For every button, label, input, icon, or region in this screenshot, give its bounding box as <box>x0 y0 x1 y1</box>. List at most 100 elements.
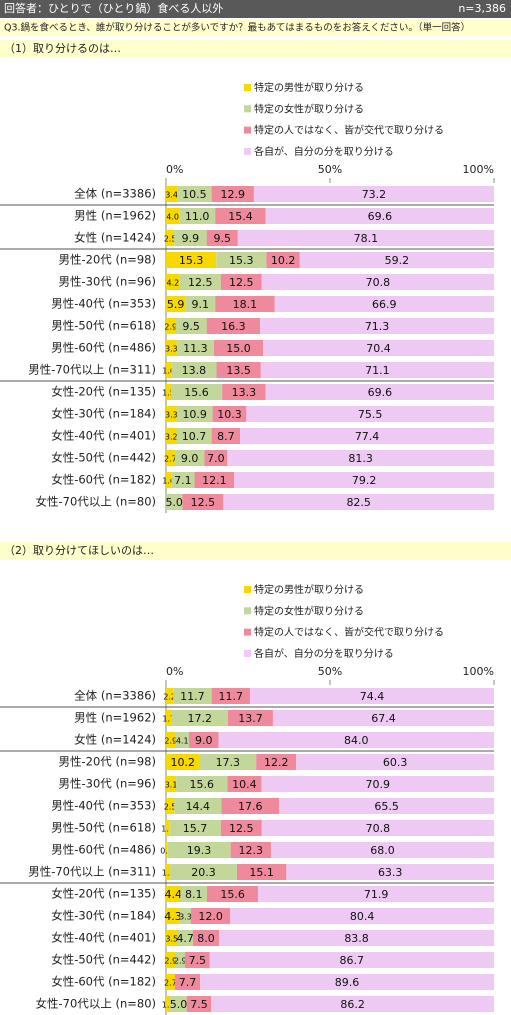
value-label: 17.3 <box>216 756 241 769</box>
value-label: 19.3 <box>187 844 212 857</box>
bar-segment <box>272 710 494 726</box>
bar-segment <box>171 472 195 488</box>
value-label: 59.2 <box>385 254 410 267</box>
value-label: 4.2 <box>167 279 180 288</box>
legend-swatch <box>244 126 251 134</box>
value-label: 83.8 <box>344 932 369 945</box>
value-label: 9.5 <box>182 320 200 333</box>
bar-segment <box>175 318 207 334</box>
bar-segment <box>206 318 261 334</box>
value-label: 7.1 <box>174 474 192 487</box>
bar-segment <box>166 996 171 1012</box>
value-label: 18.1 <box>233 298 258 311</box>
value-label: 70.9 <box>365 778 390 791</box>
bar-segment <box>206 230 238 246</box>
value-label: 71.1 <box>365 364 390 377</box>
value-label: 14.4 <box>186 800 211 813</box>
bar-segment <box>166 318 176 334</box>
value-label: 13.3 <box>232 386 257 399</box>
value-label: 3.4 <box>165 191 178 200</box>
bar-segment <box>166 472 172 488</box>
category-label: 女性-60代 (n=182) <box>51 473 156 487</box>
category-label: 男性-40代 (n=353) <box>51 799 156 813</box>
value-label: 11.3 <box>183 342 208 355</box>
legend-label: 特定の女性が取り分ける <box>254 604 364 617</box>
value-label: 60.3 <box>383 756 408 769</box>
value-label: 7.7 <box>179 976 197 989</box>
header-bar <box>0 0 511 18</box>
category-label: 男性-50代 (n=618) <box>51 319 156 333</box>
bar-segment <box>170 996 187 1012</box>
bar-segment <box>227 450 494 466</box>
category-label: 女性 (n=1424) <box>74 231 156 245</box>
value-label: 1.5 <box>162 389 175 398</box>
value-label: 75.5 <box>358 408 383 421</box>
value-label: 10.2 <box>271 254 296 267</box>
value-label: 15.6 <box>190 778 215 791</box>
value-label: 82.5 <box>346 496 371 509</box>
value-label: 10.9 <box>182 408 207 421</box>
bar-segment <box>170 384 223 400</box>
bar-segment <box>166 230 175 246</box>
bar-segment <box>176 776 228 792</box>
bar-segment <box>227 710 273 726</box>
bar-segment <box>211 186 254 202</box>
value-label: 10.5 <box>182 188 207 201</box>
bar-segment <box>234 472 494 488</box>
value-label: 74.4 <box>360 690 385 703</box>
bar-segment <box>261 820 494 836</box>
value-label: 7.0 <box>207 452 225 465</box>
bar-segment <box>185 952 210 968</box>
value-label: 69.6 <box>368 386 393 399</box>
x-tick-label: 50% <box>318 163 342 176</box>
value-label: 12.9 <box>220 188 245 201</box>
x-tick-label: 50% <box>318 665 342 678</box>
value-label: 17.6 <box>238 800 263 813</box>
value-label: 7.5 <box>190 998 208 1011</box>
bar-segment <box>209 952 494 968</box>
legend-label: 特定の男性が取り分ける <box>254 583 364 596</box>
value-label: 2.9 <box>164 957 177 966</box>
category-label: 女性-20代 (n=135) <box>51 887 156 901</box>
section-bar <box>0 40 511 58</box>
bar-segment <box>166 754 200 770</box>
bar-segment <box>253 186 494 202</box>
bar-segment <box>166 428 177 444</box>
question: Q3.鍋を食べるとき、誰が取り分けることが多いですか？最もあてはまるものをお答え… <box>4 22 470 34</box>
value-label: 70.4 <box>366 342 391 355</box>
bar-segment <box>230 842 271 858</box>
value-label: 9.1 <box>192 298 210 311</box>
bar-segment <box>227 776 262 792</box>
bar-segment <box>166 908 181 924</box>
value-label: 66.9 <box>372 298 397 311</box>
value-label: 9.9 <box>182 232 200 245</box>
legend-label: 各自が、自分の分を取り分ける <box>254 647 394 660</box>
bar-segment <box>166 296 186 312</box>
section-bar <box>0 542 511 560</box>
value-label: 4.0 <box>166 213 179 222</box>
value-label: 2.9 <box>164 737 177 746</box>
value-label: 20.3 <box>191 866 216 879</box>
bar-segment <box>211 688 250 704</box>
chart-title: （1）取り分けるのは… <box>4 42 121 55</box>
bar-segment <box>166 710 172 726</box>
bar-segment <box>246 406 494 422</box>
bar-segment <box>166 952 176 968</box>
value-label: 13.8 <box>182 364 207 377</box>
legend-swatch <box>244 607 251 615</box>
value-label: 8.1 <box>185 888 203 901</box>
value-label: 4.7 <box>176 932 194 945</box>
bar-segment <box>166 732 176 748</box>
header-title: 回答者：ひとりで（ひとり鍋）食べる人以外 <box>4 1 223 15</box>
legend-label: 特定の人ではなく、皆が交代で取り分ける <box>254 124 444 137</box>
value-label: 9.0 <box>181 452 199 465</box>
value-label: 71.3 <box>365 320 390 333</box>
bar-segment <box>279 798 494 814</box>
value-label: 1.7 <box>162 715 175 724</box>
value-label: 86.2 <box>340 998 365 1011</box>
category-label: 男性-40代 (n=353) <box>51 297 156 311</box>
category-label: 女性-70代以上 (n=80) <box>36 495 156 509</box>
value-label: 12.2 <box>264 756 289 769</box>
bar-segment <box>166 252 217 268</box>
